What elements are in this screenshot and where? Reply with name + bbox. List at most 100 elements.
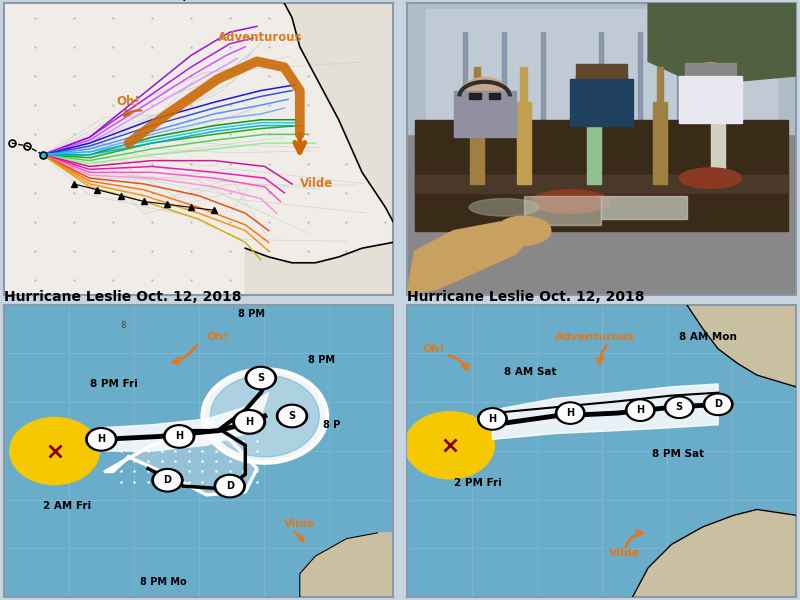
Polygon shape [687,305,796,387]
Text: S: S [258,373,265,383]
Ellipse shape [679,168,742,188]
Text: Oh!: Oh! [206,332,229,342]
Ellipse shape [496,216,551,245]
Text: Hurricane Leslie Oct. 7, 2018: Hurricane Leslie Oct. 7, 2018 [4,0,232,2]
Bar [617,74,626,104]
Text: 2 AM Fri: 2 AM Fri [43,502,91,511]
Circle shape [626,399,655,421]
Circle shape [279,406,305,425]
Bar [463,32,467,120]
Circle shape [152,469,183,492]
Bar [576,64,626,85]
Bar [489,94,500,100]
Circle shape [163,425,194,448]
Polygon shape [284,3,393,222]
Text: Oh!: Oh! [422,344,445,354]
Polygon shape [105,434,257,495]
Bar [521,67,526,102]
Circle shape [665,396,694,418]
Circle shape [703,393,733,415]
Bar [678,32,681,120]
Text: Hurricane Leslie Oct. 12, 2018: Hurricane Leslie Oct. 12, 2018 [4,290,242,304]
Circle shape [217,476,242,496]
Text: Vilde: Vilde [300,177,333,190]
Text: H: H [175,431,183,442]
Bar [638,32,642,120]
Circle shape [89,430,114,449]
Polygon shape [648,3,796,85]
Bar [470,102,484,184]
Circle shape [236,412,262,432]
Bar [414,120,788,230]
Circle shape [478,408,507,430]
Circle shape [248,368,274,388]
Text: H: H [566,408,574,418]
Polygon shape [633,509,796,597]
Bar [407,3,796,134]
Text: 8 PM Mo: 8 PM Mo [140,577,187,587]
Text: Oh!: Oh! [117,95,141,108]
Circle shape [555,402,585,424]
Circle shape [210,375,319,457]
Text: 8 PM Fri: 8 PM Fri [90,379,138,389]
Circle shape [154,470,180,490]
Circle shape [480,410,505,428]
Text: 2 PM Fri: 2 PM Fri [454,478,502,488]
Text: D: D [714,400,722,409]
Bar [426,9,777,120]
Text: H: H [98,434,106,445]
Bar [414,175,788,193]
Bar [570,79,633,125]
Circle shape [166,427,192,446]
Bar [657,67,663,102]
Bar [599,32,603,120]
Circle shape [233,410,266,434]
Bar [523,196,602,225]
Polygon shape [407,222,531,295]
Circle shape [667,398,691,416]
Bar [716,32,720,120]
Text: H: H [636,405,644,415]
Text: 8 P: 8 P [323,420,341,430]
Text: Vilde: Vilde [609,548,641,558]
Text: 8 PM: 8 PM [238,309,265,319]
Bar [576,74,586,104]
Bar [602,196,687,219]
Ellipse shape [531,190,609,213]
Polygon shape [246,242,393,295]
Circle shape [628,401,653,419]
Text: Hurricane Leslie Oct. 12, 2018: Hurricane Leslie Oct. 12, 2018 [407,290,644,304]
Bar [711,102,725,184]
Ellipse shape [469,199,539,216]
Text: 8 PM: 8 PM [307,355,334,365]
Text: Adventurous: Adventurous [554,332,634,342]
Bar [541,32,545,120]
Bar [685,63,736,82]
Text: S: S [676,402,683,412]
Text: Adventurous: Adventurous [218,31,302,44]
Bar [474,67,480,102]
Circle shape [706,395,730,413]
Text: S: S [289,411,295,421]
Bar [653,102,666,184]
Polygon shape [102,392,269,451]
Polygon shape [300,533,393,597]
Bar [517,102,530,184]
Text: Vilde: Vilde [284,519,315,529]
Bar [679,76,742,122]
Text: 8 PM Sat: 8 PM Sat [652,449,704,459]
Circle shape [405,412,494,479]
Text: D: D [226,481,234,491]
Circle shape [202,370,327,463]
Text: 8: 8 [121,322,126,331]
Text: H: H [245,417,254,427]
Bar [590,67,597,102]
Text: 8 AM Sat: 8 AM Sat [504,367,557,377]
Circle shape [558,404,582,422]
Bar [502,32,506,120]
Circle shape [277,404,307,428]
Bar [469,94,481,100]
Polygon shape [493,384,718,439]
Circle shape [214,475,246,498]
Bar [586,102,601,184]
